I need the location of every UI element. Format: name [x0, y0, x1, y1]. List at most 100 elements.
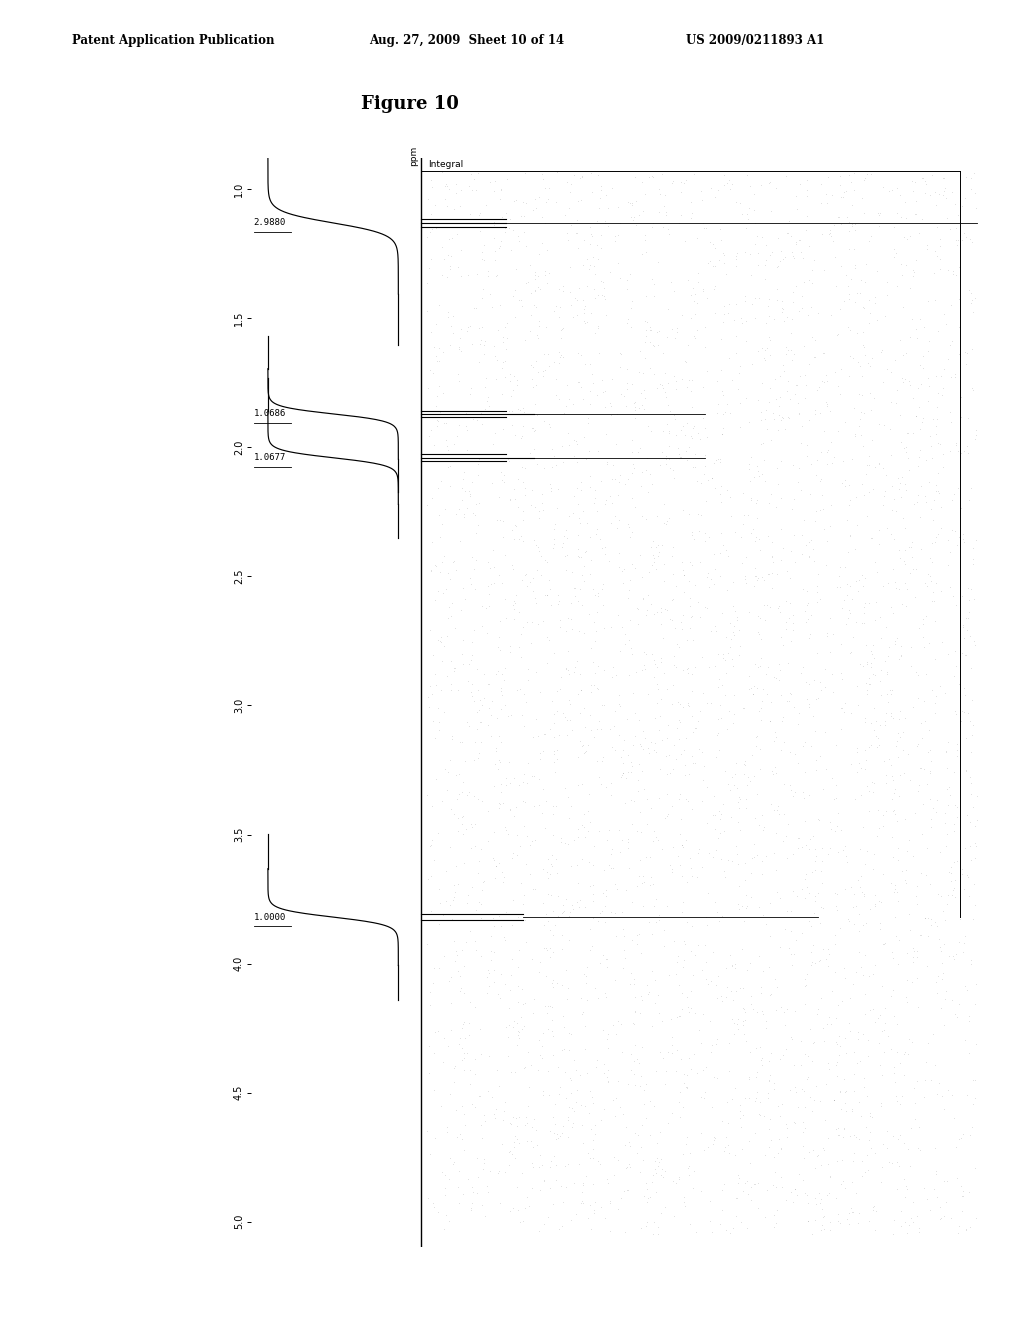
Point [742, 1176, 759, 1197]
Point [455, 578, 471, 599]
Point [594, 902, 610, 923]
Point [766, 1072, 782, 1093]
Point [603, 616, 620, 638]
Point [609, 1010, 626, 1031]
Point [870, 413, 887, 434]
Point [805, 539, 821, 560]
Point [787, 1082, 804, 1104]
Point [765, 403, 781, 424]
Point [564, 719, 581, 741]
Point [867, 894, 884, 915]
Point [518, 272, 535, 293]
Point [648, 657, 665, 678]
Point [749, 1082, 765, 1104]
Point [847, 255, 863, 276]
Point [783, 541, 800, 562]
Point [486, 960, 503, 981]
Point [476, 1110, 493, 1131]
Point [601, 820, 617, 841]
Point [786, 343, 803, 364]
Point [500, 705, 516, 726]
Point [640, 682, 656, 704]
Point [587, 1114, 603, 1135]
Point [956, 684, 973, 705]
Point [672, 709, 688, 730]
Point [435, 249, 452, 271]
Point [511, 636, 527, 657]
Point [445, 931, 462, 952]
Point [760, 296, 776, 317]
Point [929, 915, 945, 936]
Point [443, 591, 460, 612]
Point [454, 731, 470, 752]
Point [928, 194, 944, 215]
Point [505, 890, 521, 911]
Point [921, 471, 937, 492]
Point [449, 503, 465, 524]
Point [801, 532, 817, 553]
Point [424, 532, 440, 553]
Point [902, 656, 919, 677]
Point [722, 403, 738, 424]
Point [854, 565, 870, 586]
Point [861, 593, 878, 614]
Point [560, 640, 577, 661]
Point [629, 821, 645, 842]
Point [574, 734, 591, 755]
Point [599, 1028, 615, 1049]
Point [809, 1003, 825, 1024]
Point [782, 322, 799, 343]
Point [889, 1041, 905, 1063]
Point [494, 964, 510, 985]
Point [428, 556, 444, 577]
Point [546, 445, 562, 466]
Point [534, 164, 550, 185]
Point [615, 741, 632, 762]
Point [635, 866, 651, 887]
Point [770, 255, 786, 276]
Point [613, 1012, 630, 1034]
Point [593, 176, 609, 197]
Point [629, 875, 645, 896]
Point [653, 1148, 670, 1170]
Point [948, 797, 965, 818]
Point [790, 392, 806, 413]
Point [597, 494, 613, 515]
Point [843, 172, 859, 193]
Point [904, 972, 921, 993]
Point [595, 945, 611, 966]
Point [426, 1041, 442, 1063]
Point [967, 847, 983, 869]
Point [643, 797, 659, 818]
Point [573, 1193, 590, 1214]
Point [818, 626, 835, 647]
Point [677, 350, 693, 371]
Point [559, 527, 575, 548]
Point [539, 861, 555, 882]
Point [888, 1086, 904, 1107]
Point [743, 354, 760, 375]
Point [502, 800, 518, 821]
Point [508, 259, 524, 280]
Point [745, 519, 762, 540]
Point [676, 1192, 692, 1213]
Point [640, 983, 656, 1005]
Point [930, 524, 946, 545]
Point [862, 1122, 879, 1143]
Point [749, 1061, 765, 1082]
Point [807, 850, 823, 871]
Point [660, 436, 677, 457]
Point [734, 483, 751, 504]
Point [679, 659, 695, 680]
Point [557, 1176, 573, 1197]
Point [800, 1210, 816, 1232]
Point [910, 997, 927, 1018]
Point [652, 612, 669, 634]
Point [764, 532, 780, 553]
Point [732, 818, 749, 840]
Point [876, 486, 892, 507]
Point [896, 191, 912, 213]
Point [756, 449, 772, 470]
Point [923, 915, 939, 936]
Point [658, 678, 675, 700]
